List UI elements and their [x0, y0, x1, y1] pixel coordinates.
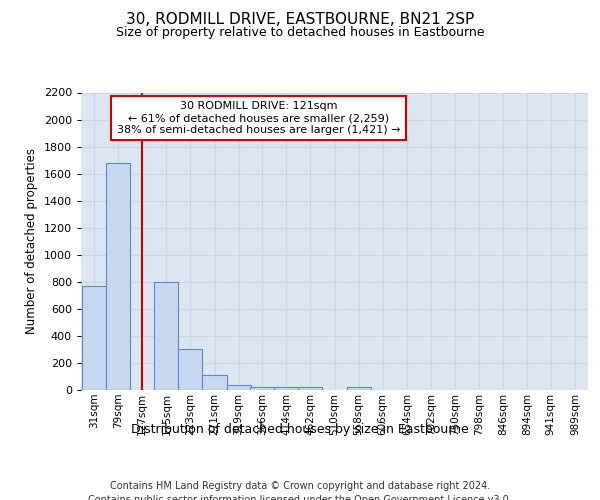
Bar [250, 386, 274, 390]
Bar [106, 163, 130, 390]
Y-axis label: Number of detached properties: Number of detached properties [25, 148, 38, 334]
Bar [347, 388, 371, 390]
Text: 30, RODMILL DRIVE, EASTBOURNE, BN21 2SP: 30, RODMILL DRIVE, EASTBOURNE, BN21 2SP [126, 12, 474, 28]
Bar [202, 375, 227, 390]
Bar [154, 282, 178, 390]
Text: Contains HM Land Registry data © Crown copyright and database right 2024.
Contai: Contains HM Land Registry data © Crown c… [88, 481, 512, 500]
Bar [178, 350, 202, 390]
Bar [227, 384, 251, 390]
Text: Size of property relative to detached houses in Eastbourne: Size of property relative to detached ho… [116, 26, 484, 39]
Bar [274, 388, 298, 390]
Text: Distribution of detached houses by size in Eastbourne: Distribution of detached houses by size … [131, 422, 469, 436]
Text: 30 RODMILL DRIVE: 121sqm
← 61% of detached houses are smaller (2,259)
38% of sem: 30 RODMILL DRIVE: 121sqm ← 61% of detach… [116, 102, 400, 134]
Bar [82, 286, 106, 390]
Bar [298, 388, 322, 390]
